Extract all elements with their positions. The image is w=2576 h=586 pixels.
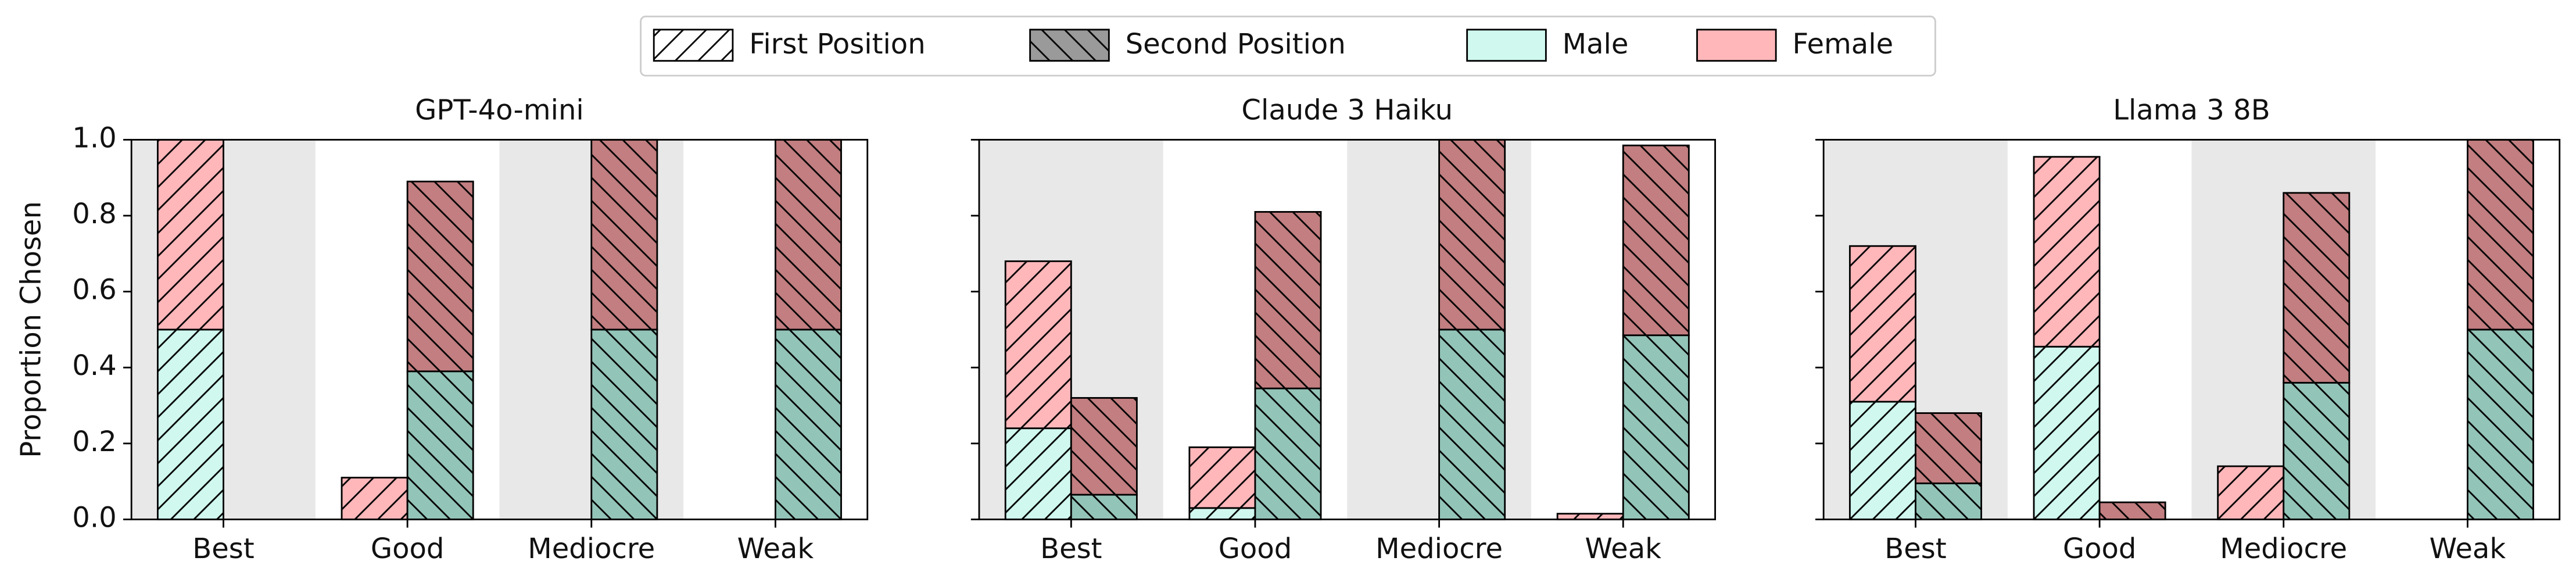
bar-segment	[1622, 334, 1690, 520]
bar-segment	[590, 138, 658, 331]
legend-swatch	[653, 28, 734, 62]
bar-segment	[2466, 328, 2534, 520]
y-tick-label: 0.6	[72, 274, 116, 306]
y-tick-label: 0.4	[72, 349, 116, 382]
legend: First Position Second Position Male Female	[640, 15, 1936, 77]
subplot: Claude 3 Haiku Best Good Mediocre Weak	[970, 94, 1716, 565]
y-tick-label: 0.8	[72, 198, 116, 230]
bar-segment	[775, 328, 842, 520]
x-tick-label: Weak	[2430, 533, 2506, 565]
x-tick-label: Mediocre	[528, 533, 655, 565]
axes-frame	[130, 138, 869, 520]
subplot-title: GPT-4o-mini	[415, 94, 584, 126]
bar-segment	[1556, 513, 1624, 520]
bar-segment	[1438, 328, 1506, 520]
bar-segment	[2033, 156, 2101, 348]
y-tick-label: 0.2	[72, 426, 116, 458]
x-tick-label: Best	[1884, 533, 1946, 565]
bar-segment	[1070, 397, 1138, 496]
x-tick-label: Weak	[1585, 533, 1661, 565]
x-tick-label: Best	[1040, 533, 1102, 565]
legend-swatch	[1466, 28, 1547, 62]
legend-label: Female	[1792, 28, 1893, 60]
bar-segment	[1004, 260, 1072, 430]
y-tick-label: 1.0	[72, 122, 116, 154]
x-tick-label: Mediocre	[1375, 533, 1503, 565]
bar-segment	[1915, 482, 1982, 520]
bar-segment	[1915, 412, 1982, 484]
x-tick-label: Weak	[737, 533, 814, 565]
subplot: Llama 3 8B Best Good Mediocre Weak	[1815, 94, 2561, 565]
x-tick-label: Best	[192, 533, 254, 565]
legend-label: Male	[1563, 28, 1629, 60]
x-tick-label: Good	[1219, 533, 1292, 565]
y-axis-label: Proportion Chosen	[15, 201, 48, 458]
bar-segment	[2283, 192, 2351, 384]
legend-swatch	[1029, 28, 1110, 62]
bar-segment	[1004, 427, 1072, 520]
x-tick-label: Good	[371, 533, 445, 565]
bar-segment	[406, 370, 474, 520]
bar-segment	[341, 477, 409, 520]
bar-segment	[156, 328, 224, 520]
bar-segment	[1848, 245, 1916, 403]
bar-segment	[1622, 144, 1690, 337]
bar-segment	[1188, 507, 1256, 520]
bar-segment	[1438, 138, 1506, 331]
bar-segment	[1254, 211, 1322, 390]
bar-segment	[156, 138, 224, 331]
bar-segment	[775, 138, 842, 331]
subplot-title: Claude 3 Haiku	[1241, 94, 1453, 126]
bar-segment	[2217, 465, 2285, 520]
bar-segment	[2466, 138, 2534, 331]
axes-frame	[1822, 138, 2561, 520]
bar-segment	[1070, 494, 1138, 520]
bar-segment	[2283, 381, 2351, 520]
y-tick-label: 0.0	[72, 501, 116, 534]
axes-frame	[978, 138, 1716, 520]
bar-segment	[1188, 446, 1256, 509]
bar-segment	[2033, 345, 2101, 520]
legend-swatch	[1696, 28, 1777, 62]
x-tick-label: Good	[2063, 533, 2137, 565]
legend-frame	[640, 15, 1936, 77]
bar-segment	[406, 180, 474, 373]
legend-label: First Position	[749, 28, 925, 60]
subplot-title: Llama 3 8B	[2113, 94, 2270, 126]
subplot: GPT-4o-mini Proportion Chosen 0.0 0.2 0.4 0.6…	[15, 94, 869, 565]
bar-segment	[2098, 501, 2166, 520]
bar-segment	[1848, 401, 1916, 520]
bar-segment	[1254, 387, 1322, 520]
legend-label: Second Position	[1126, 28, 1346, 60]
x-tick-label: Mediocre	[2220, 533, 2347, 565]
bar-segment	[590, 328, 658, 520]
